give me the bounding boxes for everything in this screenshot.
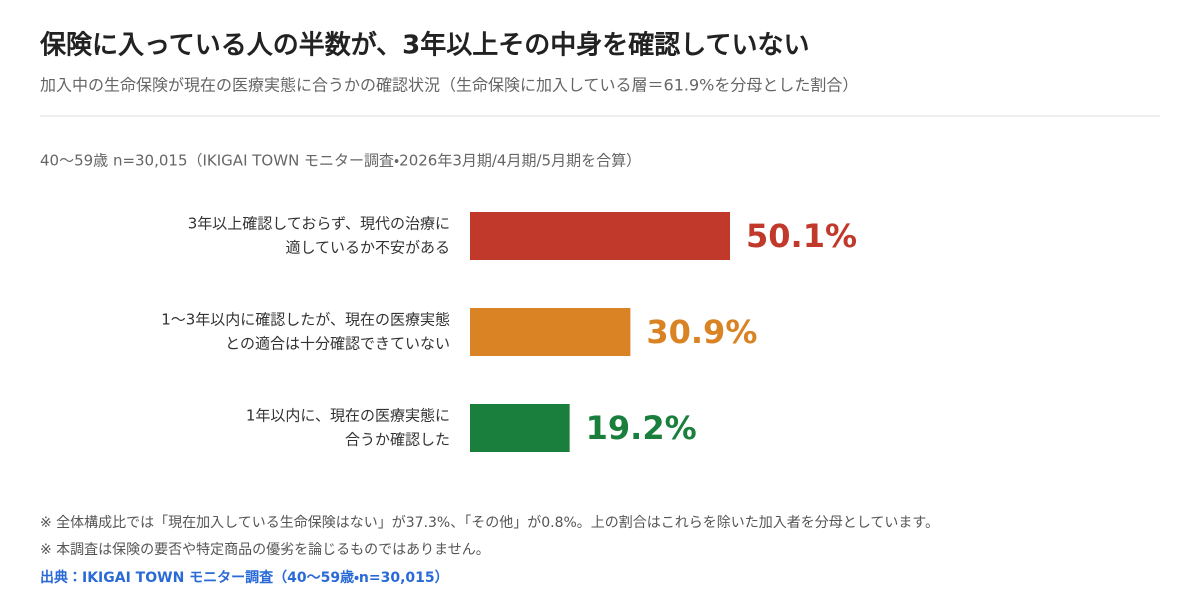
category-label: 適しているか不安がある — [285, 239, 450, 257]
chart-title: 保険に入っている人の半数が、3年以上その中身を確認していない — [39, 30, 810, 61]
category-label: 1年以内に、現在の医療実態に — [246, 407, 450, 425]
category-label: 3年以上確認しておらず、現代の治療に — [188, 215, 450, 233]
footnote: ※ 本調査は保険の要否や特定商品の優劣を論じるものではありません。 — [40, 541, 490, 558]
value-label: 19.2% — [586, 409, 697, 447]
footnote: ※ 全体構成比では「現在加入している生命保険はない」が37.3%、「その他」が0… — [40, 515, 939, 531]
source: 出典：IKIGAI TOWN モニター調査（40〜59歳・n=30,015） — [40, 569, 449, 586]
chart-subtitle: 加入中の生命保険が現在の医療実態に合うかの確認状況（生命保険に加入している層＝6… — [40, 76, 858, 95]
sample-note: 40〜59歳 n=30,015（IKIGAI TOWN モニター調査・2026年… — [40, 152, 641, 170]
category-label: 合うか確認した — [345, 431, 450, 449]
bar — [470, 308, 631, 356]
bar — [470, 212, 731, 260]
category-label: との適合は十分確認できていない — [225, 335, 450, 353]
category-label: 1〜3年以内に確認したが、現在の医療実態 — [161, 311, 450, 329]
bar — [470, 404, 570, 452]
value-label: 30.9% — [646, 313, 757, 351]
value-label: 50.1% — [746, 217, 857, 255]
